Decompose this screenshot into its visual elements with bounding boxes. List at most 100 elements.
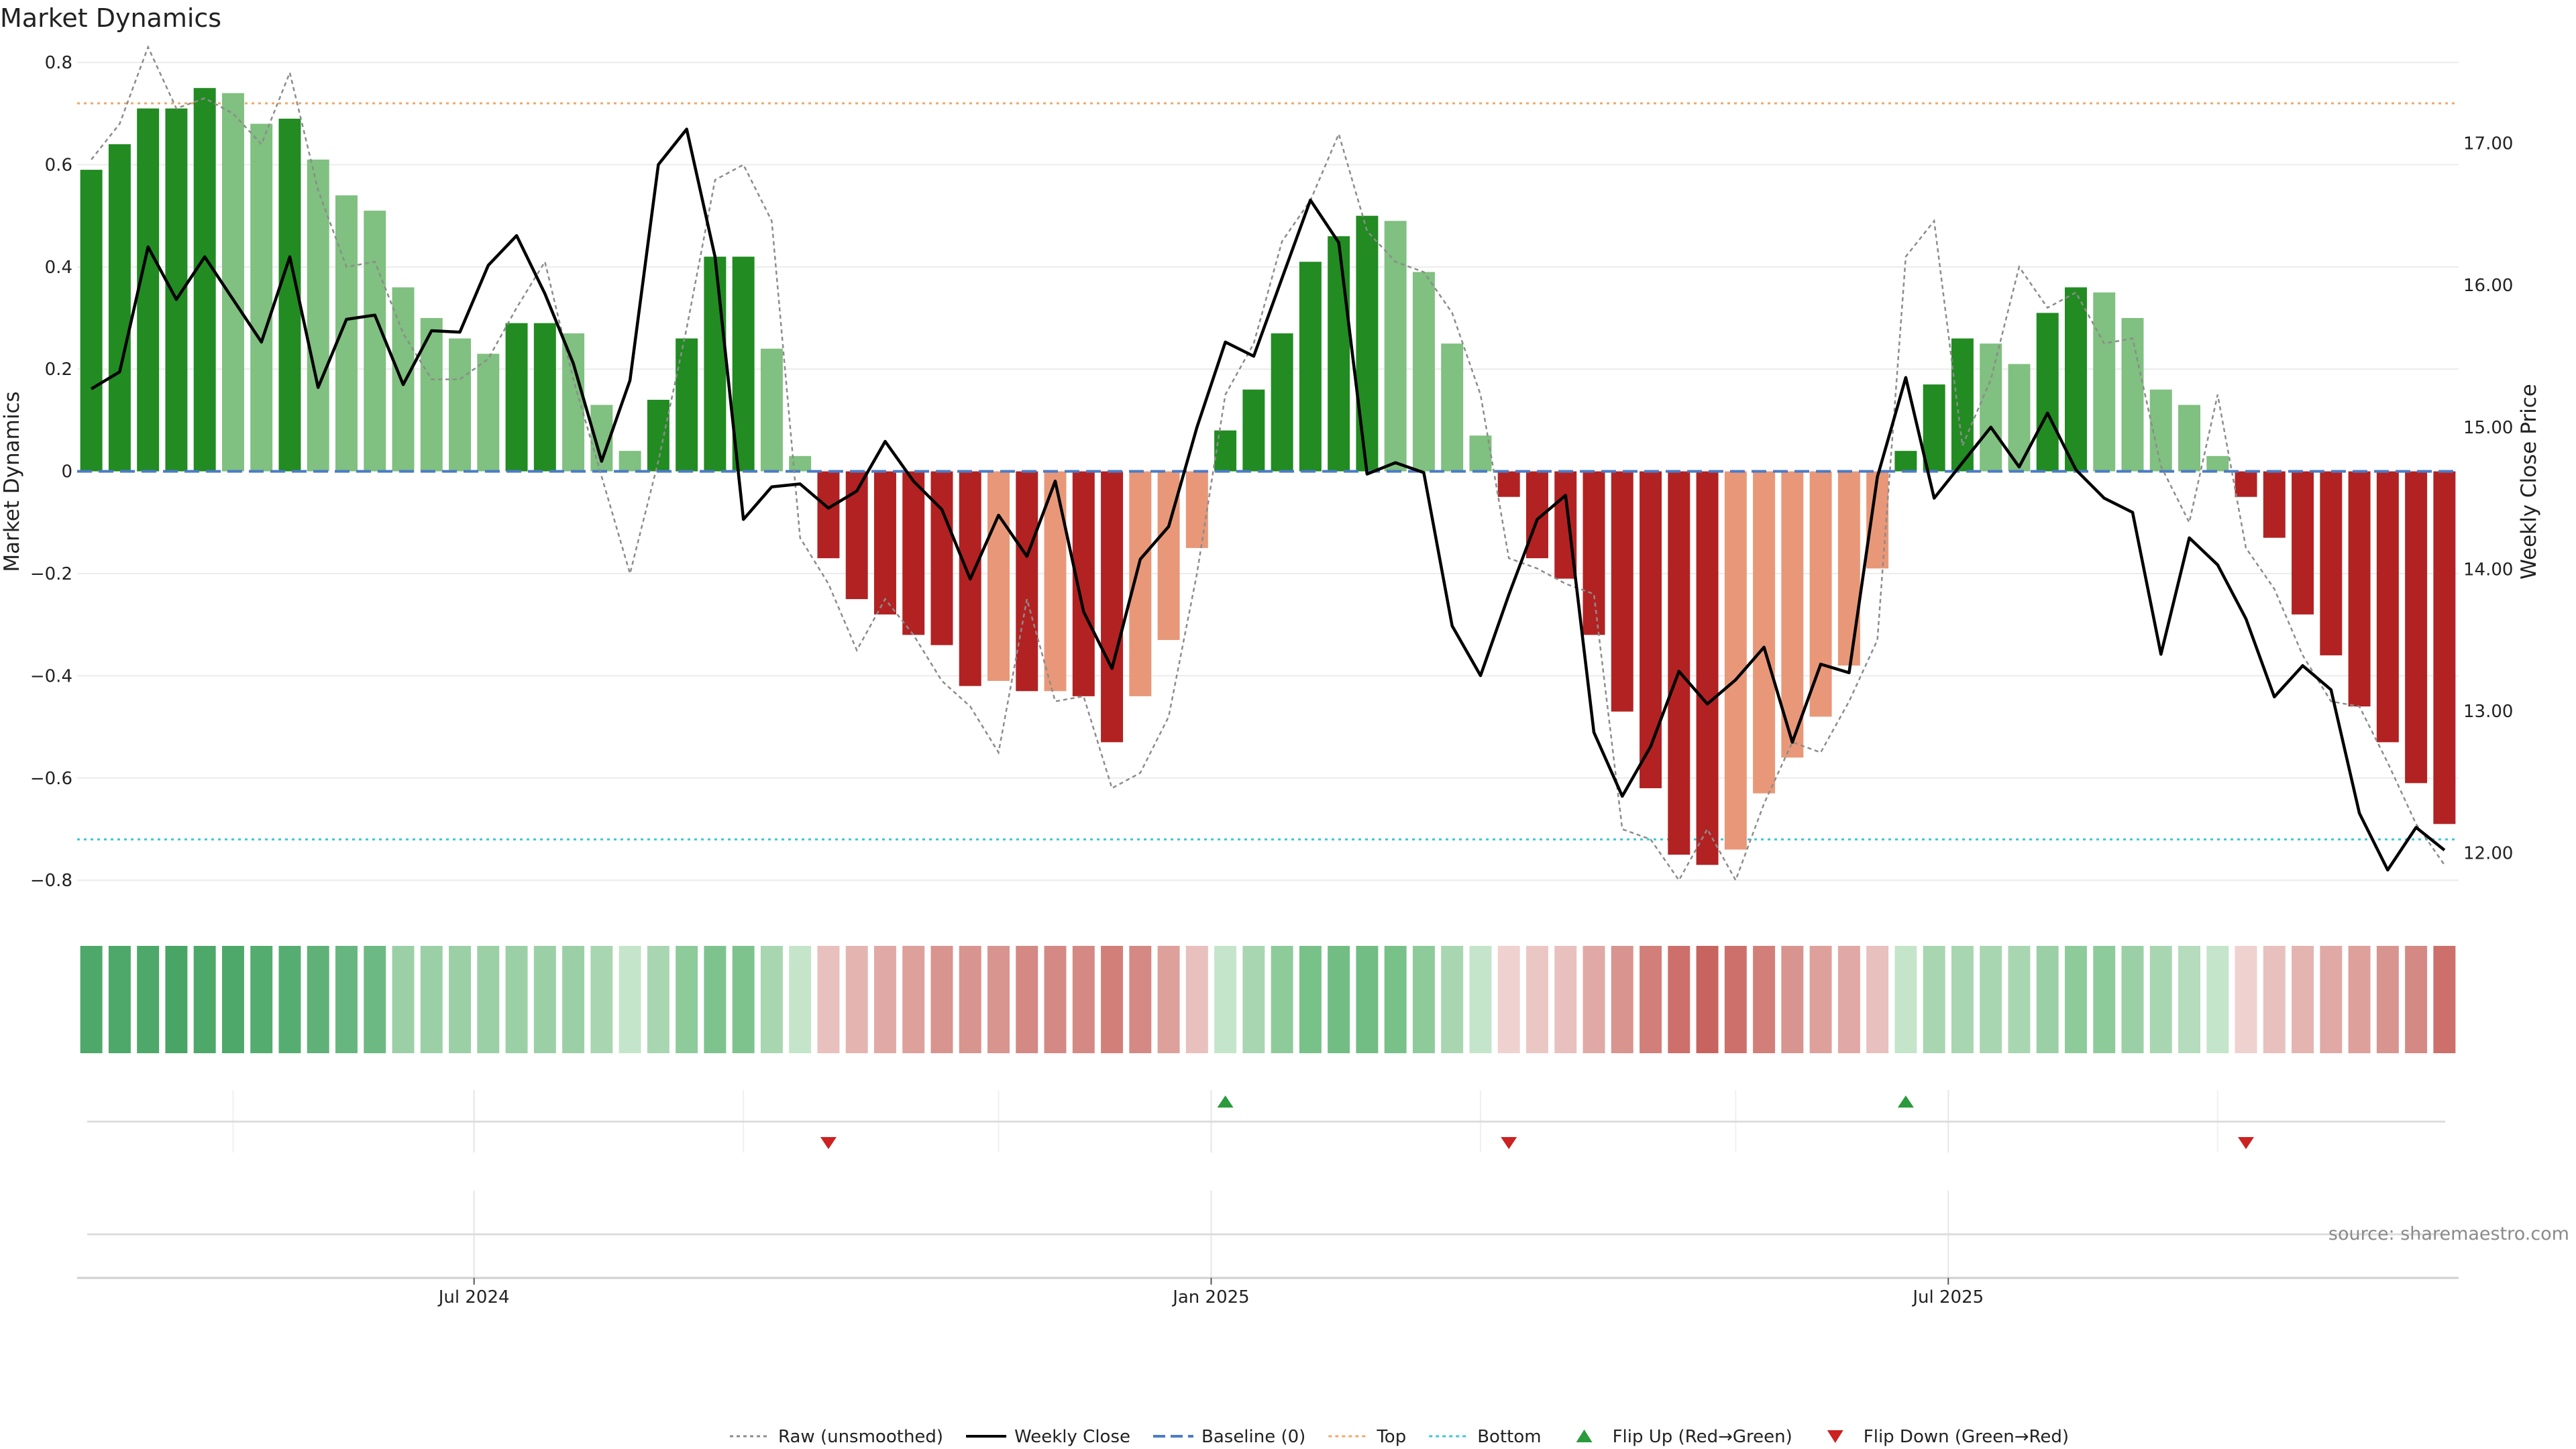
dynamics-bar [1412,272,1435,472]
dynamics-bar [2206,455,2229,472]
dynamics-bar [1951,338,1974,472]
dynamics-bar [1837,471,1860,666]
regime-cell [2376,946,2399,1053]
regime-cell [676,946,698,1053]
dynamics-bar [250,123,273,472]
legend: Raw (unsmoothed) Weekly Close Baseline (0)… [730,1427,2069,1447]
dynamics-bar [1640,471,1662,788]
legend-label: Bottom [1477,1427,1541,1447]
dynamics-bar [307,159,329,472]
regime-cell [1242,946,1265,1053]
regime-cell [562,946,585,1053]
regime-cell [193,946,216,1053]
regime-cell [505,946,528,1053]
dynamics-bar [817,471,840,559]
dynamics-bar [2036,313,2059,472]
y-tick-label: 0.2 [45,360,72,380]
dynamics-bar [1724,471,1747,850]
regime-cell [1894,946,1917,1053]
dynamics-bar [1696,471,1719,865]
source-note: source: sharemaestro.com [2328,1224,2569,1244]
regime-cell [1696,946,1719,1053]
bottom-axis-panel: Jul 2024 Jan 2025 Jul 2025 [77,1191,2459,1307]
dynamics-bar [193,88,216,472]
regime-cell [1582,946,1605,1053]
legend-label: Flip Up (Red→Green) [1613,1427,1792,1447]
dynamics-bar [2348,471,2371,707]
legend-label: Weekly Close [1014,1427,1130,1447]
dynamics-bar [477,354,500,472]
regime-cell [1951,946,1974,1053]
regime-cell [619,946,641,1053]
dynamics-bar [1384,221,1407,472]
y-tick-label: 0.4 [45,258,72,278]
x-tick-label: Jul 2025 [1911,1287,1984,1307]
flip-down-marker [820,1137,837,1149]
dynamics-bar [1356,215,1379,472]
dynamics-bar [2093,292,2116,472]
regime-cell [1980,946,2002,1053]
y-tick-label: 0 [61,462,72,482]
dynamics-bar [392,287,415,472]
regime-cell [1356,946,1379,1053]
dynamics-bar [704,256,727,472]
dynamics-bar [2292,471,2314,614]
dynamics-bar [1016,471,1038,692]
flip-up-marker [1217,1095,1234,1108]
raw-series-line [91,44,2445,883]
regime-cell [278,946,301,1053]
regime-strip [80,946,2456,1053]
y2-tick-label: 15.00 [2463,418,2513,438]
regime-cell [1640,946,1662,1053]
regime-cell [2405,946,2428,1053]
y2-tick-label: 14.00 [2463,559,2513,580]
regime-cell [1129,946,1152,1053]
regime-cell [1753,946,1776,1053]
regime-cell [1016,946,1038,1053]
flip-up-marker [1897,1095,1914,1108]
regime-cell [108,946,131,1053]
dynamics-bar [449,338,472,472]
regime-cell [1866,946,1889,1053]
regime-cell [1157,946,1180,1053]
regime-cell [2036,946,2059,1053]
regime-cell [392,946,415,1053]
regime-cell [760,946,783,1053]
dynamics-bar [221,93,244,472]
regime-cell [1384,946,1407,1053]
regime-cell [364,946,386,1053]
regime-cell [1072,946,1095,1053]
regime-cell [732,946,755,1053]
dynamics-bar [1894,451,1917,472]
regime-cell [2008,946,2031,1053]
regime-cell [1214,946,1237,1053]
regime-cell [1044,946,1067,1053]
y-axis-label: Market Dynamics [0,391,24,572]
regime-cell [1328,946,1350,1053]
dynamics-bar [1497,471,1520,497]
regime-cell [2348,946,2371,1053]
regime-cell [647,946,669,1053]
regime-cell [704,946,727,1053]
dynamics-bar [137,108,160,472]
regime-cell [1185,946,1208,1053]
dynamics-bar [420,318,443,472]
regime-cell [1526,946,1548,1053]
regime-cell [165,946,188,1053]
left-axis-ticks: 0.8 0.6 0.4 0.2 0 −0.2 −0.4 −0.6 −0.8 [30,53,72,891]
dynamics-bar [562,333,585,472]
regime-cell [789,946,812,1053]
y-tick-label: −0.2 [30,564,72,584]
regime-cell [1923,946,1945,1053]
dynamics-bar [1328,236,1350,472]
y2-tick-label: 13.00 [2463,702,2513,722]
regime-cell [2263,946,2286,1053]
chart-title: Market Dynamics [0,3,221,33]
dynamics-bar [732,256,755,472]
dynamics-bar [1044,471,1067,692]
regime-cell [250,946,273,1053]
dynamics-bar [505,323,528,472]
regime-cell [2433,946,2456,1053]
regime-cell [1554,946,1577,1053]
dynamics-bar [1072,471,1095,696]
